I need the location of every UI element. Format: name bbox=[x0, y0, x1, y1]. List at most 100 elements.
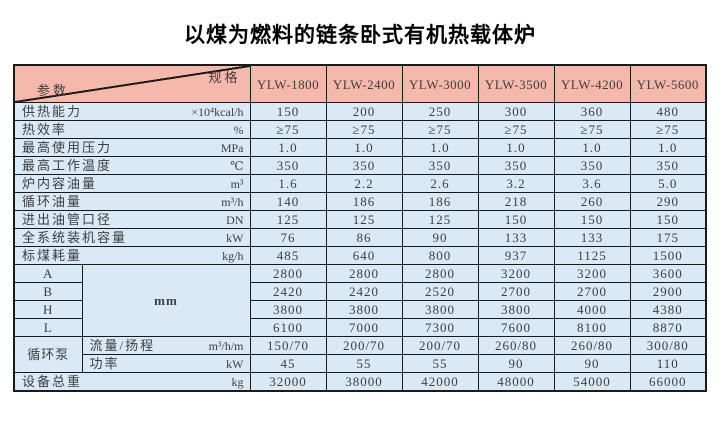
table-row: L 6100 7000 7300 7600 8100 8870 bbox=[13, 318, 707, 337]
value-cell: 175 bbox=[629, 228, 707, 247]
param-label: 循环油量 bbox=[22, 194, 83, 209]
param-unit: kW bbox=[226, 356, 244, 371]
model-header: YLW-4200 bbox=[553, 64, 631, 103]
value-cell: 7300 bbox=[401, 318, 479, 337]
value-cell: 3200 bbox=[477, 264, 555, 283]
param-unit: m³/h bbox=[221, 194, 244, 209]
dimension-unit-cell: mm bbox=[81, 264, 251, 337]
value-cell: 1.0 bbox=[325, 138, 403, 157]
value-cell: 90 bbox=[477, 354, 555, 373]
table-row: 供热能力 ×10⁴kcal/h 150 200 250 300 360 480 bbox=[13, 102, 707, 121]
param-label-unit: 全系统装机容量 kW bbox=[15, 230, 249, 246]
table-row: 标煤耗量 kg/h 485 640 800 937 1125 1500 bbox=[13, 246, 707, 265]
value-cell: 350 bbox=[553, 156, 631, 175]
value-cell: 200/70 bbox=[401, 336, 479, 355]
table-row: 功率 kW 45 55 55 90 90 110 bbox=[14, 354, 707, 373]
param-unit: ×10⁴kcal/h bbox=[191, 104, 244, 119]
table-row: 最高使用压力 MPa 1.0 1.0 1.0 1.0 1.0 1.0 bbox=[13, 138, 707, 157]
value-cell: 1.0 bbox=[477, 138, 555, 157]
param-cell: 标煤耗量 kg/h bbox=[13, 246, 251, 265]
value-cell: ≥75 bbox=[249, 120, 327, 139]
param-unit: ℃ bbox=[230, 158, 244, 173]
param-label-unit: 标煤耗量 kg/h bbox=[15, 248, 249, 264]
param-label-unit: 炉内容油量 m³ bbox=[15, 176, 249, 192]
value-cell: ≥75 bbox=[629, 120, 707, 139]
param-cell: 热效率% bbox=[13, 120, 251, 139]
value-cell: 2700 bbox=[477, 282, 555, 301]
value-cell: 90 bbox=[553, 354, 631, 373]
model-header: YLW-3500 bbox=[477, 64, 555, 103]
value-cell: 800 bbox=[401, 246, 479, 265]
value-cell: 110 bbox=[629, 354, 707, 373]
value-cell: 186 bbox=[325, 192, 403, 211]
param-label-unit: 循环油量 m³/h bbox=[15, 194, 249, 210]
param-label: 最高使用压力 bbox=[22, 140, 113, 155]
table-row: 进出油管口径 DN 125 125 125 150 150 150 bbox=[13, 210, 707, 229]
dimension-label-cell: L bbox=[13, 318, 83, 337]
param-unit: % bbox=[233, 122, 244, 137]
param-cell: 炉内容油量 m³ bbox=[13, 174, 251, 193]
param-label: 流量/扬程 bbox=[89, 338, 156, 353]
value-cell: ≥75 bbox=[325, 120, 403, 139]
value-cell: 937 bbox=[477, 246, 555, 265]
value-cell: 140 bbox=[249, 192, 327, 211]
value-cell: 2800 bbox=[325, 264, 403, 283]
table-header: 规格 参数 YLW-1800 YLW-2400 YLW-3000 YLW-3500 YLW-… bbox=[13, 64, 707, 103]
value-cell: 2.2 bbox=[325, 174, 403, 193]
model-header: YLW-5600 bbox=[629, 64, 707, 103]
value-cell: 2800 bbox=[401, 264, 479, 283]
dimension-label-cell: H bbox=[13, 300, 83, 319]
table-row: 最高工作温度 ℃ 350 350 350 350 350 350 bbox=[13, 156, 707, 175]
value-cell: 55 bbox=[325, 354, 403, 373]
param-label-unit: 最高工作温度 ℃ bbox=[15, 158, 249, 174]
value-cell: 480 bbox=[629, 102, 707, 121]
param-cell: 全系统装机容量 kW bbox=[13, 228, 251, 247]
param-label-unit: 供热能力 ×10⁴kcal/h bbox=[15, 104, 249, 120]
value-cell: 4380 bbox=[629, 300, 707, 319]
value-cell: 90 bbox=[401, 228, 479, 247]
value-cell: 260 bbox=[553, 192, 631, 211]
page-title: 以煤为燃料的链条卧式有机热载体炉 bbox=[184, 24, 536, 47]
table-row: 循环油量 m³/h 140 186 186 218 260 290 bbox=[13, 192, 707, 211]
dimension-label-cell: B bbox=[13, 282, 83, 301]
value-cell: 1500 bbox=[629, 246, 707, 265]
value-cell: 1.0 bbox=[401, 138, 479, 157]
dimension-label-cell: A bbox=[13, 264, 83, 283]
pump-param-cell: 流量/扬程 m³/h/m bbox=[81, 336, 251, 355]
value-cell: 48000 bbox=[477, 372, 555, 392]
param-unit: m³ bbox=[230, 176, 244, 191]
param-cell: 进出油管口径 DN bbox=[13, 210, 251, 229]
param-unit: kW bbox=[226, 230, 244, 245]
value-cell: 640 bbox=[325, 246, 403, 265]
value-cell: 2520 bbox=[401, 282, 479, 301]
header-row: 规格 参数 YLW-1800 YLW-2400 YLW-3000 YLW-3500 YLW-… bbox=[13, 64, 707, 103]
value-cell: 1.0 bbox=[553, 138, 631, 157]
param-unit: m³/h/m bbox=[208, 338, 244, 353]
value-cell: 186 bbox=[401, 192, 479, 211]
table-row: 设备总重 kg 32000 38000 42000 48000 54000 66000 bbox=[13, 372, 707, 392]
param-unit: kg bbox=[231, 374, 244, 389]
value-cell: 7600 bbox=[477, 318, 555, 337]
value-cell: 2800 bbox=[249, 264, 327, 283]
value-cell: 133 bbox=[553, 228, 631, 247]
value-cell: 260/80 bbox=[477, 336, 555, 355]
param-unit: DN bbox=[226, 212, 244, 227]
value-cell: 260/80 bbox=[553, 336, 631, 355]
value-cell: ≥75 bbox=[477, 120, 555, 139]
total-weight-cell: 设备总重 kg bbox=[13, 372, 251, 392]
param-label-unit: 最高使用压力 MPa bbox=[15, 140, 249, 156]
table-row: 全系统装机容量 kW 76 86 90 133 133 175 bbox=[13, 228, 707, 247]
param-label-unit: 进出油管口径 DN bbox=[15, 212, 249, 228]
value-cell: 300 bbox=[477, 102, 555, 121]
param-label: 进出油管口径 bbox=[22, 212, 113, 227]
value-cell: 350 bbox=[629, 156, 707, 175]
value-cell: 350 bbox=[249, 156, 327, 175]
table-row: 循环泵 流量/扬程 m³/h/m 150/70 200/70 200/70 260/80 26… bbox=[13, 336, 707, 373]
model-header: YLW-2400 bbox=[325, 64, 403, 103]
value-cell: 125 bbox=[325, 210, 403, 229]
value-cell: 150/70 bbox=[249, 336, 327, 355]
param-label-unit: 热效率% bbox=[15, 122, 249, 138]
value-cell: 150 bbox=[477, 210, 555, 229]
value-cell: 7000 bbox=[325, 318, 403, 337]
value-cell: ≥75 bbox=[553, 120, 631, 139]
